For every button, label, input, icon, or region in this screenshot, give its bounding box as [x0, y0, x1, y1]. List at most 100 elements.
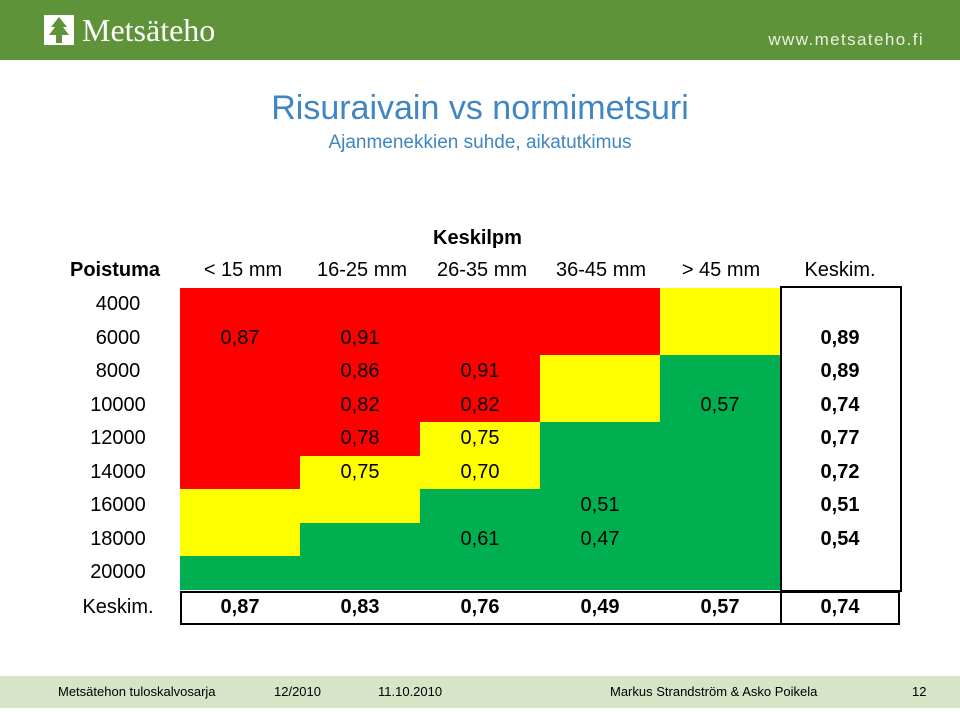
- logo-text: Metsäteho: [82, 12, 216, 48]
- heatmap-cell: [540, 355, 660, 389]
- heatmap-cell: [300, 522, 420, 557]
- heatmap-cell: [540, 556, 660, 590]
- row-label: 18000: [90, 527, 146, 550]
- heatmap-cell: [660, 321, 780, 356]
- cell-value: 0,82: [340, 393, 380, 416]
- heatmap-cell: [300, 556, 420, 590]
- cell-value: 0,86: [340, 360, 380, 382]
- heatmap-cell: [540, 455, 660, 490]
- heatmap-cell: [660, 489, 780, 523]
- row-average-value: 0,77: [820, 427, 860, 449]
- cell-value: 0,47: [580, 527, 620, 550]
- heatmap-cell: [540, 288, 660, 322]
- heatmap-cell: [300, 288, 420, 322]
- footer-bar: Metsätehon tuloskalvosarja 12/2010 11.10…: [0, 676, 960, 708]
- footer-authors: Markus Strandström & Asko Poikela: [610, 684, 818, 699]
- overall-average-value: 0,74: [820, 596, 860, 618]
- heatmap-cell: [420, 388, 540, 423]
- row-label: 20000: [90, 561, 146, 583]
- heatmap-cell: [420, 321, 540, 356]
- slide-subtitle: Ajanmenekkien suhde, aikatutkimus: [328, 132, 632, 153]
- column-average-value: 0,76: [460, 596, 500, 618]
- avg-column-header: Keskim.: [804, 259, 876, 281]
- slide-title: Risuraivain vs normimetsuri: [271, 89, 689, 127]
- heatmap-cell: [180, 321, 300, 356]
- row-average-value: 0,89: [820, 360, 860, 382]
- heatmap-cell: [300, 422, 420, 456]
- column-average-value: 0,57: [700, 596, 740, 618]
- footer-org: Metsätehon tuloskalvosarja: [58, 684, 216, 699]
- heatmap-cell: [540, 388, 660, 423]
- column-header: 16-25 mm: [316, 259, 408, 281]
- heatmap-cell: [180, 288, 300, 322]
- column-header: 26-35 mm: [436, 259, 528, 281]
- cell-value: 0,75: [340, 460, 380, 483]
- row-average-value: 0,74: [820, 393, 860, 416]
- site-url: www.metsateho.fi: [768, 30, 924, 49]
- avg-column-box: [780, 286, 902, 592]
- row-label: 16000: [90, 494, 146, 516]
- column-header: 36-45 mm: [555, 259, 647, 281]
- heatmap-cell: [300, 355, 420, 389]
- cell-value: 0,57: [700, 393, 740, 416]
- heatmap-cell: [300, 321, 420, 356]
- heatmap-cell: [420, 556, 540, 590]
- cell-value: 0,78: [340, 427, 380, 449]
- tree-logo-icon: [44, 15, 74, 45]
- heatmap-cell: [180, 355, 300, 389]
- heatmap-cell: [300, 455, 420, 490]
- row-label: 4000: [95, 293, 141, 315]
- heatmap-cell: [660, 388, 780, 423]
- heatmap-cell: [180, 489, 300, 523]
- heatmap-cell: [420, 288, 540, 322]
- heatmap-cell: [540, 522, 660, 557]
- cell-value: 0,87: [220, 326, 260, 349]
- heatmap-cell: [300, 489, 420, 523]
- bottom-average-total-cell: [780, 591, 900, 625]
- heatmap-cell: [420, 422, 540, 456]
- heatmap-cell: [180, 556, 300, 590]
- heatmap-cell: [660, 422, 780, 456]
- cell-value: 0,91: [460, 360, 500, 382]
- heatmap-cell: [300, 388, 420, 423]
- column-axis-label: Keskilpm: [433, 227, 522, 249]
- heatmap-cell: [420, 489, 540, 523]
- footer-series: 12/2010: [274, 684, 321, 699]
- heatmap-cell: [540, 422, 660, 456]
- cell-value: 0,51: [580, 494, 620, 516]
- column-average-value: 0,49: [580, 596, 620, 618]
- footer-date: 11.10.2010: [378, 684, 443, 699]
- bottom-row-label: Keskim.: [82, 596, 154, 618]
- cell-value: 0,75: [460, 427, 500, 449]
- heatmap-cell: [180, 422, 300, 456]
- heatmap-cell: [420, 355, 540, 389]
- heatmap-cell: [660, 522, 780, 557]
- heatmap-cell: [420, 522, 540, 557]
- heatmap-cell: [540, 489, 660, 523]
- row-average-value: 0,89: [820, 326, 860, 349]
- cell-value: 0,70: [460, 460, 500, 483]
- row-label: 14000: [90, 460, 146, 483]
- heatmap-cell: [180, 522, 300, 557]
- heatmap-cell: [420, 455, 540, 490]
- row-label: 8000: [95, 360, 141, 382]
- column-header: < 15 mm: [203, 259, 283, 281]
- row-average-value: 0,51: [820, 494, 860, 516]
- heatmap-cell: [540, 321, 660, 356]
- column-header: > 45 mm: [681, 259, 761, 281]
- column-average-value: 0,87: [220, 596, 260, 618]
- row-label: 6000: [95, 326, 141, 349]
- heatmap-cell: [180, 388, 300, 423]
- heatmap-cell: [660, 355, 780, 389]
- heatmap-cell: [660, 556, 780, 590]
- heatmap-cell: [660, 288, 780, 322]
- row-axis-label: Poistuma: [70, 259, 161, 281]
- heatmap-cell: [180, 455, 300, 490]
- cell-value: 0,61: [460, 527, 500, 550]
- row-average-value: 0,54: [820, 527, 860, 550]
- header-bar: Metsäteho www.metsateho.fi: [0, 0, 960, 60]
- cell-value: 0,91: [340, 326, 380, 349]
- column-average-value: 0,83: [340, 596, 380, 618]
- heatmap-cell: [660, 455, 780, 490]
- logo: Metsäteho: [42, 12, 215, 48]
